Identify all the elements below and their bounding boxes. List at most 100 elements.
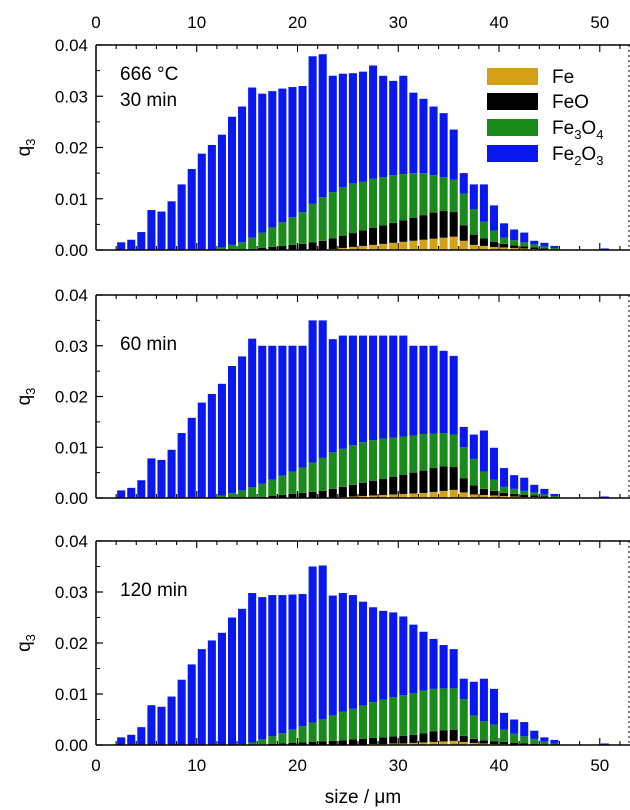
bar-fe3o4-18 <box>298 467 307 493</box>
y-axis-label-sub: 3 <box>23 634 38 641</box>
bar-fe3o4-42 <box>540 246 549 249</box>
bar-fe2o3-25 <box>369 65 378 179</box>
bar-fe2o3-23 <box>348 73 357 184</box>
bar-feo-38 <box>500 243 509 248</box>
bar-fe2o3-4 <box>157 459 166 498</box>
legend-swatch-feo <box>487 93 538 110</box>
top-x-tick-label: 30 <box>389 13 408 32</box>
bar-feo-16 <box>278 494 287 498</box>
bar-fe3o4-28 <box>399 174 408 221</box>
bar-feo-27 <box>389 736 398 744</box>
bar-feo-36 <box>479 238 488 246</box>
bar-feo-41 <box>530 247 539 249</box>
bar-fe-31 <box>429 741 438 745</box>
bar-fe2o3-26 <box>379 610 388 700</box>
bar-fe-26 <box>379 243 388 250</box>
bar-fe3o4-27 <box>389 697 398 737</box>
bar-fe2o3-26 <box>379 335 388 439</box>
bar-fe2o3-9 <box>207 640 216 745</box>
y-tick-label: 0.03 <box>55 87 88 106</box>
bar-fe3o4-20 <box>318 718 327 742</box>
bar-fe2o3-20 <box>318 565 327 719</box>
y-axis-label: q3 <box>14 634 38 652</box>
bar-fe3o4-21 <box>328 192 337 239</box>
bar-fe3o4-34 <box>459 699 468 736</box>
bar-fe-31 <box>429 238 438 250</box>
bar-feo-25 <box>369 737 378 744</box>
bar-fe3o4-28 <box>399 436 408 475</box>
bar-fe3o4-31 <box>429 688 438 732</box>
bar-feo-30 <box>419 733 428 743</box>
bar-fe-27 <box>389 494 398 498</box>
bar-fe2o3-30 <box>419 631 428 691</box>
bar-fe3o4-27 <box>389 175 398 223</box>
bar-fe3o4-38 <box>500 237 509 244</box>
bar-fe3o4-32 <box>439 688 448 731</box>
annotation-time: 120 min <box>120 580 188 601</box>
bar-fe2o3-48 <box>600 248 609 250</box>
bar-feo-20 <box>318 741 327 745</box>
bar-feo-33 <box>449 212 458 237</box>
bar-fe3o4-22 <box>338 186 347 236</box>
bar-fe3o4-17 <box>288 729 297 743</box>
bar-fe3o4-23 <box>348 445 357 485</box>
bar-fe2o3-29 <box>409 92 418 174</box>
bar-feo-30 <box>419 470 428 493</box>
bar-feo-33 <box>449 729 458 741</box>
bar-fe2o3-8 <box>197 153 206 250</box>
bar-fe2o3-12 <box>238 608 247 744</box>
bar-fe3o4-20 <box>318 457 327 491</box>
bar-feo-24 <box>358 230 368 246</box>
bar-fe2o3-4 <box>157 211 166 250</box>
bar-fe2o3-28 <box>399 616 408 696</box>
y-tick-label: 0.03 <box>55 337 88 356</box>
bar-feo-17 <box>288 742 297 745</box>
bars <box>117 320 609 498</box>
bar-fe2o3-7 <box>187 169 196 250</box>
bar-fe2o3-37 <box>489 205 499 231</box>
bar-fe2o3-5 <box>167 449 176 498</box>
bar-fe3o4-39 <box>510 733 519 743</box>
bar-fe3o4-37 <box>489 479 499 491</box>
bar-feo-32 <box>439 211 448 238</box>
bar-feo-31 <box>429 731 438 742</box>
bar-fe3o4-40 <box>520 242 529 247</box>
bar-fe2o3-35 <box>469 184 478 209</box>
bar-feo-22 <box>338 486 347 497</box>
bar-fe2o3-17 <box>288 87 297 218</box>
bar-feo-23 <box>348 233 357 247</box>
bar-fe3o4-35 <box>469 715 478 739</box>
bar-fe-24 <box>358 495 368 498</box>
y-tick-label: 0.02 <box>55 388 88 407</box>
bar-fe-32 <box>439 741 448 745</box>
bar-fe2o3-40 <box>520 722 529 737</box>
bar-feo-42 <box>540 248 549 250</box>
bar-fe2o3-2 <box>137 480 146 498</box>
bar-fe3o4-25 <box>369 440 378 481</box>
bar-fe2o3-19 <box>308 566 317 723</box>
bar-fe2o3-42 <box>540 488 549 495</box>
bar-fe-39 <box>510 496 519 498</box>
top-x-tick-labels: 0 10 20 30 40 50 <box>91 13 609 32</box>
bar-fe2o3-11 <box>227 617 237 745</box>
bar-feo-17 <box>288 244 297 251</box>
bar-fe3o4-36 <box>479 471 488 489</box>
chart-panel-3: 0.00 0.01 0.02 0.03 0.04 q3 120 min <box>14 532 630 755</box>
bar-fe2o3-12 <box>238 356 247 491</box>
bar-fe-34 <box>459 492 468 498</box>
bar-fe2o3-22 <box>338 335 347 449</box>
bar-feo-26 <box>379 225 388 244</box>
bar-fe-35 <box>469 494 478 498</box>
bar-fe2o3-21 <box>328 339 337 453</box>
y-axis-label-main: q <box>14 641 35 652</box>
bar-fe3o4-30 <box>419 173 428 216</box>
bar-fe-32 <box>439 490 448 498</box>
bar-feo-34 <box>459 225 468 241</box>
bar-fe2o3-34 <box>459 426 468 448</box>
bar-fe3o4-18 <box>298 212 307 244</box>
annotation-time: 30 min <box>120 90 177 111</box>
bar-fe3o4-19 <box>308 203 317 243</box>
bar-feo-19 <box>308 491 317 498</box>
bar-feo-37 <box>489 741 499 744</box>
bar-fe2o3-24 <box>358 71 368 182</box>
